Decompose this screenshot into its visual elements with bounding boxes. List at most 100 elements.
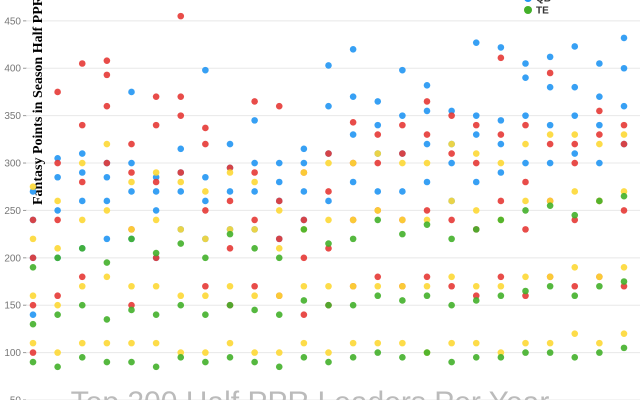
- point: [103, 159, 111, 167]
- point: [448, 140, 455, 148]
- point: [497, 54, 505, 62]
- point: [497, 354, 505, 361]
- point: [497, 273, 505, 281]
- point: [571, 330, 579, 337]
- y-tick-label: 200: [4, 253, 21, 264]
- point: [251, 169, 258, 176]
- point: [226, 339, 234, 347]
- point: [423, 131, 431, 138]
- point: [54, 154, 61, 162]
- legend-label: QB: [536, 0, 551, 5]
- point: [54, 301, 61, 309]
- point: [78, 121, 86, 129]
- point: [29, 292, 37, 300]
- point: [374, 207, 382, 214]
- point: [177, 301, 185, 309]
- point: [54, 254, 61, 262]
- point: [497, 159, 505, 167]
- point: [128, 226, 135, 233]
- point: [497, 140, 505, 148]
- y-tick-label: 450: [4, 16, 21, 27]
- point: [620, 188, 628, 195]
- point: [546, 53, 554, 61]
- point: [374, 216, 382, 224]
- point: [349, 131, 357, 138]
- point: [620, 282, 628, 290]
- point: [497, 216, 505, 224]
- point: [300, 226, 308, 233]
- point: [29, 311, 37, 318]
- point: [522, 197, 529, 205]
- point: [325, 159, 332, 167]
- point: [596, 273, 603, 281]
- point: [177, 354, 185, 361]
- point: [54, 207, 61, 214]
- point: [275, 292, 283, 300]
- point: [29, 349, 37, 356]
- point: [472, 292, 480, 300]
- point: [152, 254, 160, 262]
- point: [374, 273, 382, 281]
- point: [620, 278, 628, 285]
- point: [226, 354, 234, 361]
- point: [571, 112, 579, 119]
- point: [497, 44, 505, 51]
- point: [596, 121, 603, 129]
- y-tick-label: 50: [10, 396, 22, 400]
- point: [448, 107, 455, 115]
- point: [423, 140, 431, 148]
- point: [596, 197, 603, 205]
- legend-label: TE: [536, 6, 549, 17]
- point: [472, 339, 480, 347]
- point: [497, 349, 505, 356]
- point: [78, 159, 86, 167]
- y-axis-label: Fantasy Points in Season Half PPR: [31, 0, 46, 205]
- point: [522, 140, 529, 148]
- point: [374, 131, 382, 138]
- point: [275, 235, 283, 243]
- point: [349, 118, 357, 126]
- point: [374, 121, 382, 129]
- point: [620, 34, 628, 42]
- point: [300, 297, 308, 304]
- point: [472, 282, 480, 290]
- point: [128, 358, 135, 366]
- point: [275, 207, 283, 214]
- point: [448, 235, 455, 243]
- point: [29, 301, 37, 309]
- point: [522, 74, 529, 82]
- point: [620, 330, 628, 337]
- point: [251, 117, 258, 124]
- point: [497, 169, 505, 176]
- point: [399, 150, 406, 157]
- point: [226, 188, 234, 195]
- point: [202, 311, 209, 318]
- point: [399, 282, 406, 290]
- point: [522, 178, 529, 186]
- point: [300, 188, 308, 195]
- point: [472, 112, 480, 119]
- points: [29, 12, 628, 371]
- point: [226, 226, 234, 233]
- point: [620, 207, 628, 214]
- point: [522, 121, 529, 129]
- point: [349, 216, 357, 224]
- point: [423, 159, 431, 167]
- point: [300, 339, 308, 347]
- point: [202, 197, 209, 205]
- point: [54, 197, 61, 205]
- point: [152, 178, 160, 186]
- point: [423, 292, 431, 300]
- point: [103, 102, 111, 110]
- point: [300, 311, 308, 318]
- y-tick-label: 300: [4, 159, 21, 170]
- point: [300, 159, 308, 167]
- point: [546, 202, 554, 209]
- point: [546, 140, 554, 148]
- point: [374, 188, 382, 195]
- point: [497, 197, 505, 205]
- point: [423, 349, 431, 356]
- point: [103, 173, 111, 181]
- point: [103, 207, 111, 214]
- point: [374, 292, 382, 300]
